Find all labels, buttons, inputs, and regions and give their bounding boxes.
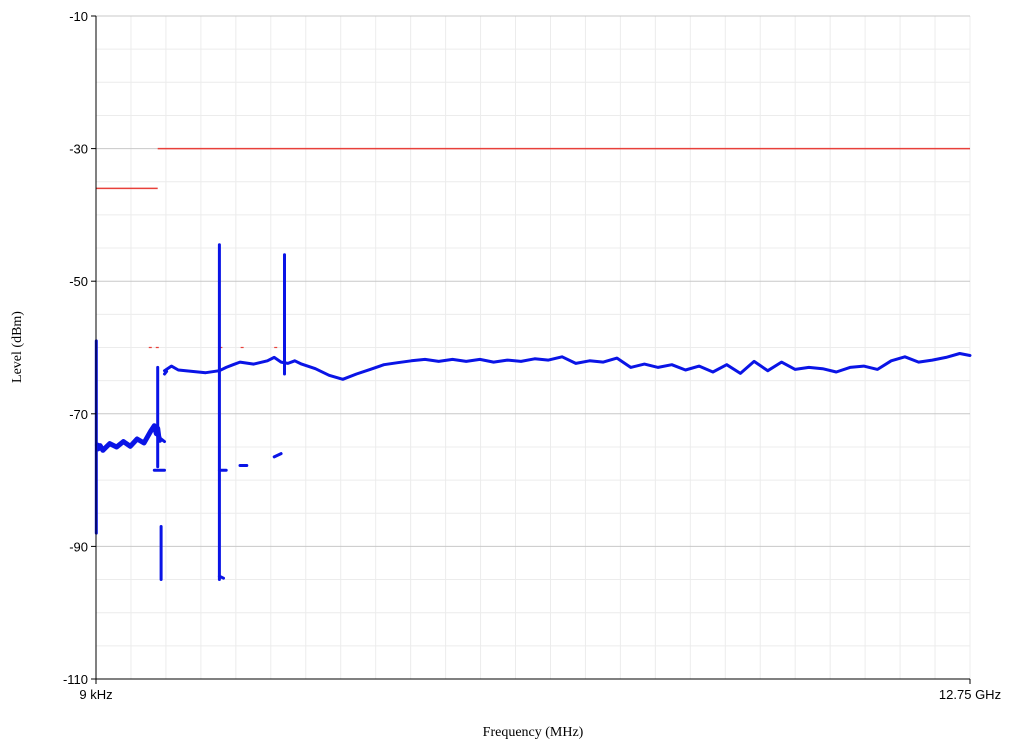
x-tick-label: 12.75 GHz — [939, 687, 1001, 702]
minor-gridlines — [96, 16, 971, 679]
trace-segment — [163, 352, 972, 381]
x-tick-label: 9 kHz — [79, 687, 112, 702]
y-tick-label: -10 — [69, 9, 88, 24]
x-axis-title: Frequency (MHz) — [483, 725, 584, 740]
y-tick-label: -50 — [69, 274, 88, 289]
x-axis-ticks: 9 kHz 12.75 GHz — [79, 679, 1001, 702]
trace-segment — [272, 452, 283, 459]
y-tick-label: -70 — [69, 407, 88, 422]
trace-segment — [217, 574, 225, 580]
y-tick-label: -30 — [69, 142, 88, 157]
trace-segment — [159, 437, 166, 444]
trace-segment — [163, 369, 169, 376]
y-tick-label: -110 — [63, 672, 88, 687]
y-tick-label: -90 — [69, 539, 88, 554]
y-axis-ticks: -10 -30 -50 -70 -90 -110 — [63, 9, 96, 687]
y-axis-title: Level (dBm) — [10, 311, 25, 383]
